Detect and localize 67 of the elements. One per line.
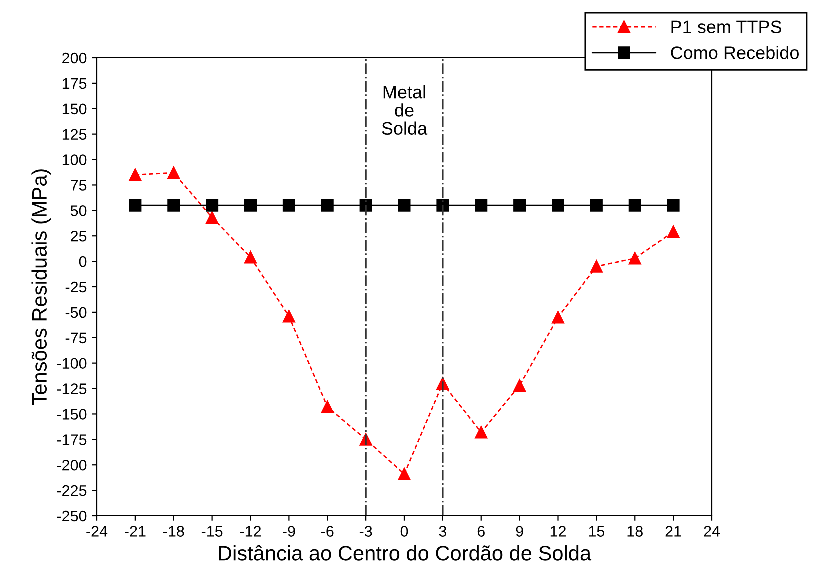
y-tick-label: -200	[57, 460, 87, 471]
point	[475, 426, 488, 439]
point	[667, 199, 680, 212]
y-tick-label: -125	[57, 384, 87, 394]
point	[398, 199, 411, 212]
y-tick-label: -250	[57, 510, 87, 522]
x-tick-label: -3	[360, 526, 372, 537]
x-tick-label: -6	[322, 526, 334, 537]
x-tick-label: 12	[550, 526, 566, 537]
point	[514, 379, 526, 392]
x-tick-label: 21	[666, 526, 682, 537]
point	[321, 199, 334, 212]
y-tick-label: -25	[66, 282, 87, 293]
point	[590, 199, 603, 212]
x-tick-label: -24	[86, 526, 108, 537]
x-tick-label: 6	[478, 526, 485, 537]
x-tick-label: -12	[240, 526, 262, 537]
point	[129, 199, 142, 212]
x-tick-label: 24	[704, 526, 720, 537]
y-tick-label: 125	[62, 129, 87, 140]
point	[206, 199, 219, 212]
y-tick-label: 50	[70, 206, 87, 216]
annotation: Metal de Solda	[382, 85, 428, 136]
y-tick-label: -100	[57, 358, 87, 370]
point	[282, 310, 296, 323]
point	[552, 311, 564, 324]
point	[321, 400, 334, 414]
point	[628, 252, 642, 265]
y-tick-label: -175	[57, 434, 87, 446]
point	[282, 199, 296, 212]
point	[244, 251, 257, 264]
y-tick-label: -225	[57, 485, 87, 496]
y-tick-label: 175	[62, 78, 87, 90]
x-tick-label: -21	[125, 526, 146, 537]
point	[475, 199, 488, 212]
legend-label: Como Recebido	[671, 46, 799, 60]
x-tick-label: 3	[439, 526, 447, 537]
y-tick-label: 0	[79, 256, 87, 268]
y-tick-label: -50	[66, 307, 87, 318]
point	[244, 199, 257, 212]
legend-label: P1 sem TTPS	[672, 20, 782, 34]
point	[590, 260, 603, 273]
x-tick-label: 9	[516, 526, 524, 537]
y-tick-label: 75	[71, 180, 87, 191]
point	[398, 468, 411, 481]
point	[206, 212, 219, 224]
y-tick-label: -150	[57, 409, 87, 420]
x-tick-label: -18	[164, 526, 184, 537]
point	[667, 226, 680, 238]
x-tick-label: -9	[283, 526, 296, 537]
x-tick-label: 15	[589, 526, 605, 537]
point	[168, 166, 180, 180]
y-tick-label: 200	[62, 52, 87, 64]
x-tick-label: -15	[202, 526, 223, 537]
y-tick-label: 150	[62, 104, 87, 115]
y-axis-title: Tensões Residuais (MPa)	[32, 170, 52, 406]
x-tick-label: 18	[628, 526, 643, 537]
point	[168, 199, 180, 212]
y-tick-label: 25	[71, 230, 87, 242]
point	[552, 199, 564, 212]
point	[514, 199, 526, 212]
point	[129, 168, 142, 182]
y-tick-label: -75	[66, 332, 87, 344]
point	[628, 199, 642, 212]
x-axis-title: Distância ao Centro do Cordão de Solda	[219, 545, 592, 561]
x-tick-label: 0	[400, 526, 408, 537]
y-tick-label: 100	[62, 154, 87, 166]
